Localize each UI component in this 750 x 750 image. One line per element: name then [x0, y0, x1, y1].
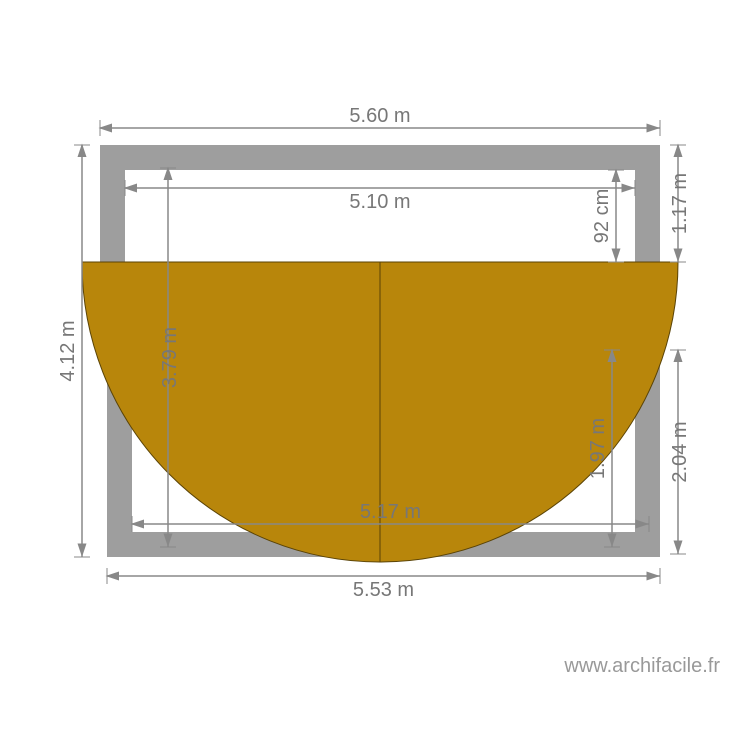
svg-text:5.10 m: 5.10 m — [349, 191, 410, 213]
svg-text:2.04 m: 2.04 m — [669, 421, 691, 482]
svg-text:5.53 m: 5.53 m — [353, 579, 414, 601]
floor-plan-svg: 5.60 m 5.10 m 92 cm 1.17 m 4.12 m 3.79 m 1.97 … — [0, 0, 750, 750]
svg-text:1.97 m: 1.97 m — [587, 418, 609, 479]
svg-text:92 cm: 92 cm — [591, 189, 613, 243]
dimension: 92 cm — [591, 170, 624, 262]
dimension: 1.17 m — [669, 145, 691, 262]
svg-text:4.12 m: 4.12 m — [57, 320, 79, 381]
floor-plan-stage: 5.60 m 5.10 m 92 cm 1.17 m 4.12 m 3.79 m 1.97 … — [0, 0, 750, 750]
dimension: 5.53 m — [107, 568, 660, 601]
dimension: 2.04 m — [669, 350, 691, 554]
dimension: 3.79 m — [159, 168, 181, 547]
svg-text:3.79 m: 3.79 m — [159, 327, 181, 388]
watermark-text: www.archifacile.fr — [564, 655, 720, 678]
dimension: 5.60 m — [100, 105, 660, 136]
dimension: 4.12 m — [57, 145, 90, 557]
svg-text:5.17 m: 5.17 m — [360, 501, 421, 523]
svg-text:5.60 m: 5.60 m — [349, 105, 410, 127]
svg-text:1.17 m: 1.17 m — [669, 173, 691, 234]
dimension: 5.10 m — [125, 180, 635, 213]
